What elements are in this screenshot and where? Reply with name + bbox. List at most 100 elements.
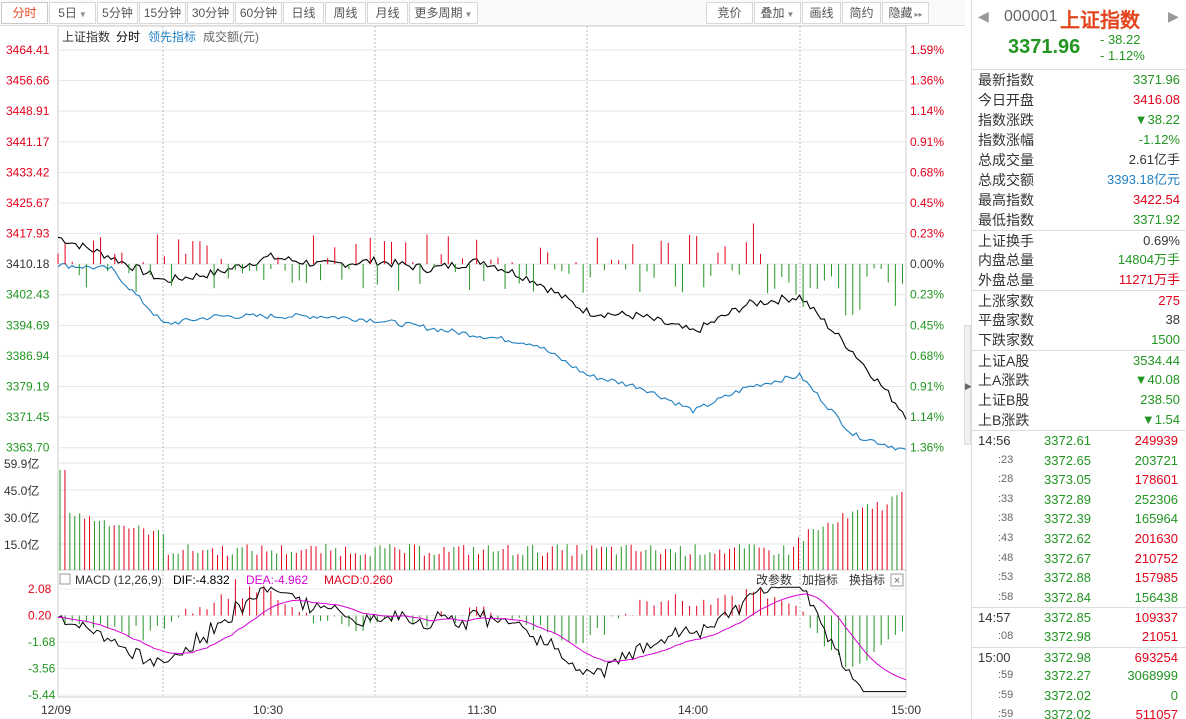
tick-price: 3372.39 [1044,511,1091,527]
stat-row: 平盘家数 38 [972,310,1186,330]
next-arrow-icon[interactable]: ▶ [1168,8,1179,24]
period-button-2[interactable]: 5分钟 [97,2,138,24]
pct-tick-label: 1.36% [910,441,944,455]
quote-change: - 38.22 - 1.12% [1100,32,1145,64]
stat-label: 上B涨跌 [978,412,1030,428]
tick-row: :28 3373.05 178601 [972,470,1186,490]
price-tick-label: 3402.43 [6,288,50,302]
macd-link[interactable]: 改参数 [756,572,792,587]
period-label: 5分钟 [102,6,133,20]
quote-price: 3371.96 [1008,36,1081,58]
tool-button-2[interactable]: 画线 [802,2,841,24]
stat-value: ▼38.22 [1134,112,1180,127]
price-tick-label: 3433.42 [6,165,50,179]
tick-row: :08 3372.98 21051 [972,627,1186,647]
quote-change-value: - 38.22 [1100,32,1141,47]
tick-time: :48 [998,551,1014,564]
period-label: 分时 [12,6,37,20]
stat-label: 总成交额 [978,172,1034,188]
period-label: 15分钟 [143,6,182,20]
period-label: 30分钟 [191,6,230,20]
close-icon-glyph: × [894,575,900,587]
tool-button-1[interactable]: 叠加 ▼ [754,2,801,24]
tick-time: :59 [998,669,1014,682]
chevron-down-icon: ▼ [78,10,87,19]
tool-button-0[interactable]: 竞价 [706,2,753,24]
stat-row: 上A涨跌 ▼40.08 [972,370,1186,390]
tool-label: 简约 [849,6,874,20]
stat-label: 最低指数 [978,212,1034,228]
period-button-9[interactable]: 更多周期 ▼ [409,2,478,24]
pct-tick-label: 0.45% [910,196,944,210]
tick-time: :53 [998,571,1014,584]
dif-line [57,586,906,693]
price-tick-label: 3410.18 [6,257,50,271]
stat-value: 14804万手 [1117,252,1180,267]
tick-volume: 511057 [1135,707,1178,719]
period-button-4[interactable]: 30分钟 [187,2,234,24]
tool-button-3[interactable]: 简约 [842,2,881,24]
price-tick-label: 3441.17 [6,135,50,149]
price-tick-label: 3379.19 [6,380,50,394]
period-button-3[interactable]: 15分钟 [139,2,186,24]
quote-header: ◀ 000001 上证指数 ▶ 3371.96 - 38.22 - 1.12% [972,0,1186,70]
stat-value: 38 [1165,312,1180,327]
tick-volume: 178601 [1134,472,1178,488]
period-button-0[interactable]: 分时 [1,2,48,24]
prev-arrow-icon[interactable]: ◀ [978,8,989,24]
stat-row: 下跌家数 1500 [972,330,1186,350]
tick-price: 3372.84 [1044,589,1091,605]
macd-tick-label: -5.44 [28,688,56,702]
panel-collapse-handle[interactable]: ▶ [964,325,972,445]
legend-item: 分时 [116,30,140,44]
tick-time: :08 [998,629,1014,642]
period-button-1[interactable]: 5日 ▼ [49,2,96,24]
tool-label: 竞价 [717,6,742,20]
tick-volume: 156438 [1134,589,1178,605]
stat-value: 3416.08 [1133,92,1180,107]
intraday-chart[interactable]: 上证指数 分时 领先指标 成交额(元) 3464.41 1.59% 3456.66 1.36%… [0,26,962,719]
stat-label: 最高指数 [978,192,1034,208]
price-tick-label: 3417.93 [6,227,50,241]
volume-tick-label: 45.0亿 [4,483,39,498]
stat-row: 上B涨跌 ▼1.54 [972,410,1186,430]
chevron-down-icon: ▼ [786,10,795,19]
stat-value: 3371.92 [1133,212,1180,227]
tick-price: 3372.65 [1044,452,1091,468]
stat-label: 指数涨跌 [978,112,1034,128]
pct-tick-label: 0.00% [910,257,944,271]
macd-tick-label: 0.20 [28,609,52,623]
stat-label: 今日开盘 [978,92,1034,108]
tick-volume: 165964 [1134,511,1178,527]
tick-row: :48 3372.67 210752 [972,549,1186,569]
chevron-down-icon: ▼ [464,10,473,19]
stat-row: 指数涨跌 ▼38.22 [972,110,1186,130]
macd-link[interactable]: 换指标 [849,572,885,587]
period-button-7[interactable]: 周线 [325,2,366,24]
tick-volume: 693254 [1134,649,1178,665]
period-button-8[interactable]: 月线 [367,2,408,24]
tick-list[interactable]: 14:56 3372.61 249939:23 3372.65 203721:28 337… [972,430,1186,719]
tick-price: 3372.61 [1044,433,1091,448]
stat-row: 内盘总量 14804万手 [972,250,1186,270]
period-button-5[interactable]: 60分钟 [235,2,282,24]
tool-button-4[interactable]: 隐藏 ▸▸ [882,2,929,24]
stat-row: 总成交量 2.61亿手 [972,150,1186,170]
time-tick-label: 12/09 [41,703,71,717]
price-tick-label: 3394.69 [6,318,50,332]
price-tick-label: 3448.91 [6,104,50,118]
tick-time: :23 [998,453,1014,466]
period-button-6[interactable]: 日线 [283,2,324,24]
double-chevron-right-icon: ▸▸ [914,10,923,19]
volume-tick-label: 59.9亿 [4,456,39,471]
pct-tick-label: 0.45% [910,318,944,332]
close-icon[interactable] [890,573,904,587]
tick-volume: 201630 [1134,530,1178,546]
pct-tick-label: 1.59% [910,43,944,57]
macd-link[interactable]: 加指标 [802,572,838,587]
tick-volume: 252306 [1134,491,1178,507]
pct-tick-label: 1.14% [910,410,944,424]
tick-time: :59 [998,688,1014,701]
time-tick-label: 10:30 [253,703,283,717]
stat-label: 上证B股 [978,392,1030,408]
